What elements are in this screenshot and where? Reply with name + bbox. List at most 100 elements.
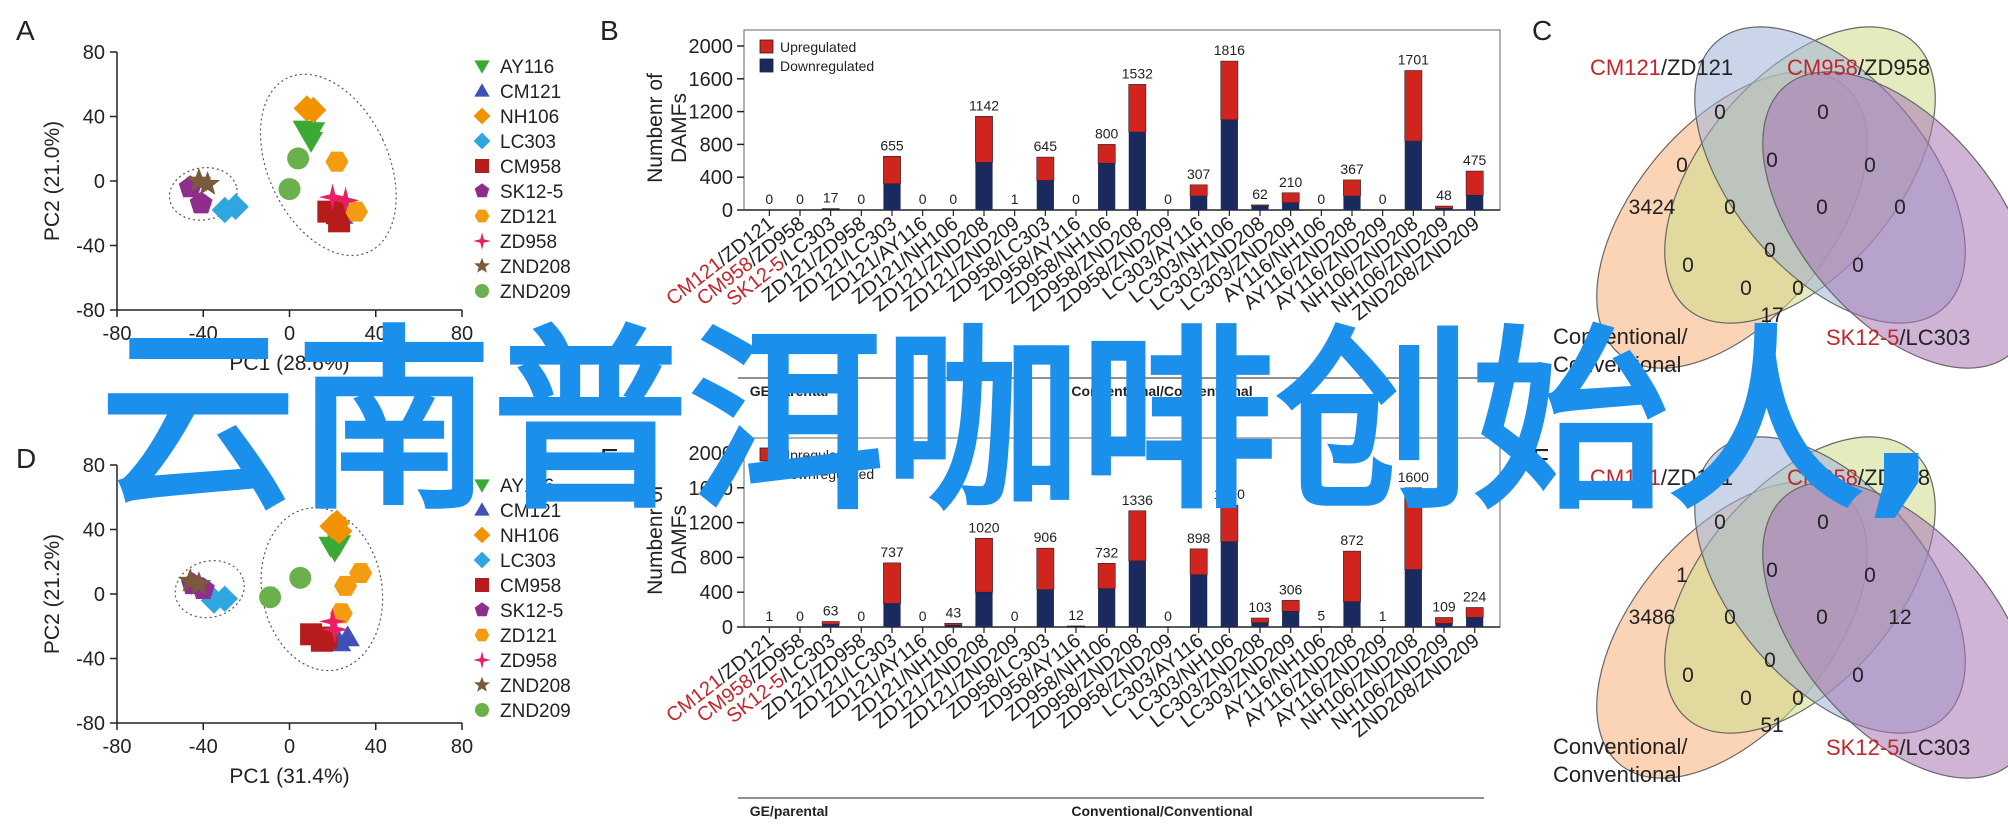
venn-count: 0 <box>1864 564 1876 587</box>
panel-letter: E <box>600 443 619 474</box>
point-diamond <box>300 96 327 124</box>
bar-value-label: 655 <box>880 137 904 153</box>
bar-upregulated <box>1189 184 1208 197</box>
point-square <box>475 578 489 592</box>
panel-letter: A <box>16 15 35 46</box>
point-triangle-up <box>474 502 490 516</box>
venn-count: 0 <box>1740 277 1752 300</box>
legend-entry: ZND208 <box>500 257 571 278</box>
legend-entry: ZD121 <box>500 207 557 228</box>
venn-count: 3424 <box>1629 196 1676 219</box>
bar-value-label: 12 <box>1068 607 1084 623</box>
x-tick-label: -80 <box>103 736 132 758</box>
y-tick-label: -40 <box>76 236 105 258</box>
bar-downregulated <box>1098 588 1116 627</box>
x-tick-label: -40 <box>189 736 218 758</box>
bar-value-label: 0 <box>1164 608 1172 624</box>
venn-count: 0 <box>1724 606 1736 629</box>
venn-set-label: CM958/ZD958 <box>1787 465 1930 490</box>
legend-entry: CM958 <box>500 157 561 178</box>
legend-entry: LC303 <box>500 551 556 572</box>
point-triangle-up <box>335 625 360 647</box>
y-tick-label: 1600 <box>689 478 734 500</box>
set-label-rest: /ZD121 <box>1661 465 1733 490</box>
venn-count: 0 <box>1894 196 1906 219</box>
x-tick-label: 80 <box>451 323 473 345</box>
point-diamond <box>211 585 238 612</box>
point-diamond <box>325 517 353 545</box>
bar-value-label: 1701 <box>1398 52 1429 68</box>
point-star <box>186 167 212 192</box>
bar-upregulated <box>1465 170 1484 196</box>
bar-downregulated <box>1128 560 1146 627</box>
x-tick-label: 40 <box>365 736 387 758</box>
legend-entry: CM121 <box>500 82 561 103</box>
point-diamond <box>222 193 249 220</box>
point-circle <box>475 284 489 298</box>
y-tick-label: 0 <box>94 584 105 606</box>
point-triangle-down <box>299 131 324 153</box>
venn-count: 0 <box>1816 606 1828 629</box>
venn-count: 0 <box>1766 149 1778 172</box>
y-tick-label: -80 <box>76 713 105 735</box>
set-label-red: SK12-5 <box>1826 325 1899 350</box>
venn-count: 0 <box>1740 687 1752 710</box>
point-star4 <box>473 651 491 669</box>
bar-downregulated <box>1098 163 1116 210</box>
y-tick-label: 1200 <box>689 102 734 124</box>
bar-value-label: 307 <box>1187 166 1211 182</box>
bar-downregulated <box>1404 569 1422 627</box>
point-star <box>186 571 212 595</box>
set-label-red: CM958 <box>1787 55 1858 80</box>
point-hexagon <box>474 209 490 223</box>
y-axis-label: PC2 (21.2%) <box>41 534 64 654</box>
legend-entry: ZD958 <box>500 232 557 253</box>
point-diamond <box>473 107 491 125</box>
venn-count: 0 <box>1714 101 1726 124</box>
point-pentagon <box>189 191 213 214</box>
group-label: Conventional/Conventional <box>1071 803 1252 819</box>
y-tick-label: 0 <box>722 617 733 639</box>
bar-value-label: 17 <box>823 190 839 206</box>
pca-panel-a: A -80 -40 0 40 80 -80 -40 0 40 80 PC1 (28.6%) PC2 (2… <box>16 15 571 375</box>
point-diamond <box>473 551 491 569</box>
x-tick-label: 40 <box>365 323 387 345</box>
venn-set-label: Conventional <box>1553 352 1681 377</box>
venn-count: 0 <box>1714 511 1726 534</box>
y-tick-label: 0 <box>94 171 105 193</box>
bar-value-label: 62 <box>1252 186 1268 202</box>
point-square <box>325 202 348 225</box>
venn-count: 0 <box>1792 277 1804 300</box>
legend-entry: LC303 <box>500 132 556 153</box>
point-pentagon <box>474 602 490 617</box>
y-tick-label: 1200 <box>689 513 734 535</box>
bar-upregulated <box>1097 563 1116 590</box>
y-tick-label: 400 <box>700 582 733 604</box>
bar-value-label: 5 <box>1317 608 1325 624</box>
y-tick-label: 800 <box>700 134 733 156</box>
y-axis-label: DAMFs <box>668 93 691 163</box>
venn-count: 51 <box>1760 714 1783 737</box>
bar-value-label: 800 <box>1095 125 1119 141</box>
bar-downregulated <box>1128 132 1146 210</box>
bar-downregulated <box>1435 208 1453 210</box>
venn-count: 0 <box>1682 254 1694 277</box>
bar-value-label: 0 <box>1011 608 1019 624</box>
bar-downregulated <box>883 603 901 627</box>
set-label-rest: /LC303 <box>1899 735 1970 760</box>
bar-value-label: 0 <box>1164 191 1172 207</box>
bar-value-label: 0 <box>919 191 927 207</box>
legend-swatch-down <box>759 466 774 481</box>
legend-entry: Downregulated <box>780 466 874 482</box>
bar-upregulated <box>1036 156 1055 181</box>
bar-upregulated <box>1281 192 1300 203</box>
bar-downregulated <box>1282 611 1300 627</box>
bar-value-label: 0 <box>765 191 773 207</box>
bar-value-label: 1816 <box>1214 42 1245 58</box>
point-star <box>474 676 490 692</box>
legend-entry: ZND208 <box>500 676 571 697</box>
set-label-rest: /ZD958 <box>1858 55 1930 80</box>
point-star4 <box>331 186 360 215</box>
venn-count: 0 <box>1676 154 1688 177</box>
bar-value-label: 1400 <box>1214 486 1245 502</box>
